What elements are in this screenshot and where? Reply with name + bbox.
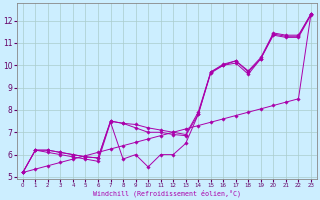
X-axis label: Windchill (Refroidissement éolien,°C): Windchill (Refroidissement éolien,°C) [93, 190, 241, 197]
